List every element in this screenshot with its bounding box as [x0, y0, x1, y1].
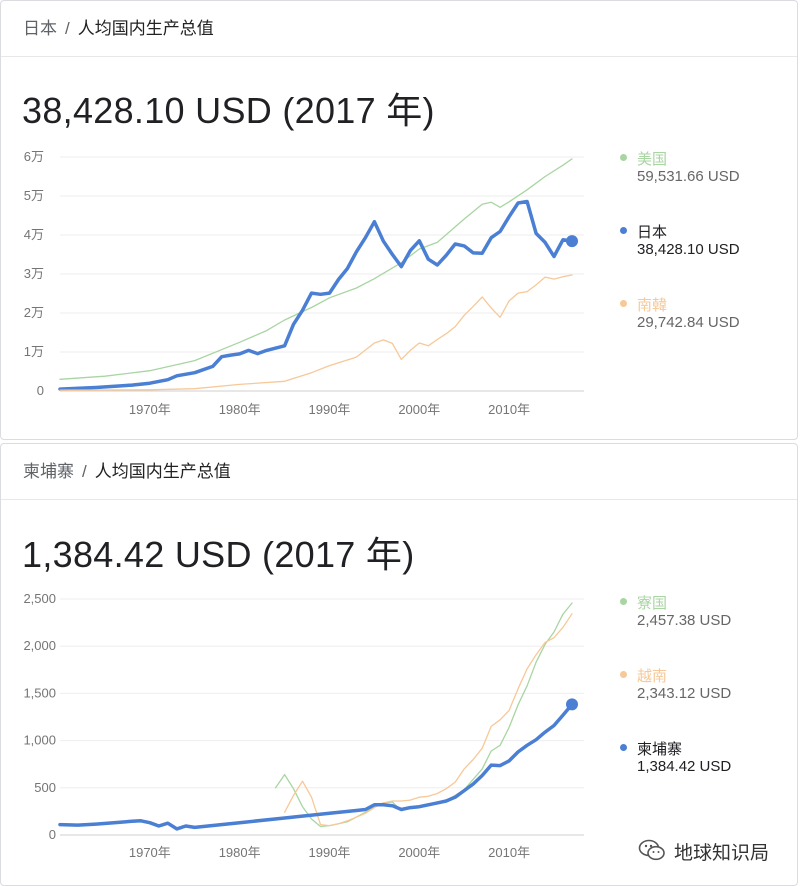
legend-dot-icon — [620, 154, 627, 161]
headline-value: 1,384.42 USD (2017 年) — [22, 534, 415, 575]
x-tick-label: 2000年 — [398, 845, 440, 860]
legend-name: 美国 — [637, 151, 668, 168]
legend-dot-icon — [620, 671, 627, 678]
y-tick-label: 4万 — [24, 227, 44, 242]
legend-value: 59,531.66 USD — [637, 168, 740, 185]
legend-dot-icon — [620, 598, 627, 605]
breadcrumb-separator: / — [65, 19, 70, 38]
breadcrumb-country[interactable]: 柬埔寨 — [23, 462, 74, 481]
legend-dot-icon — [620, 300, 627, 307]
y-tick-label: 500 — [34, 780, 56, 795]
gdp-chart-japan: 0 1万 2万 3万 4万 5万 6万 1970年 1980年 1990年 2000年 2010年 — [24, 149, 584, 417]
series-line-柬埔寨 — [58, 702, 574, 831]
breadcrumb: 柬埔寨 / 人均国内生产总值 — [1, 444, 797, 500]
series-endpoint-日本 — [566, 235, 578, 248]
y-tick-label: 0 — [37, 383, 44, 398]
breadcrumb-indicator: 人均国内生产总值 — [94, 462, 231, 481]
x-tick-label: 1990年 — [309, 402, 351, 417]
x-tick-label: 1970年 — [129, 845, 171, 860]
y-tick-label: 1,000 — [23, 733, 56, 748]
x-tick-label: 1970年 — [129, 402, 171, 417]
legend-dot-icon — [620, 744, 627, 751]
y-tick-label: 3万 — [24, 266, 44, 281]
series-line-日本 — [58, 199, 574, 391]
series-line-越南 — [283, 613, 573, 827]
x-tick-label: 1990年 — [309, 845, 351, 860]
y-tick-label: 5万 — [24, 188, 44, 203]
legend-name: 柬埔寨 — [637, 741, 683, 758]
x-tick-label: 2000年 — [398, 402, 440, 417]
watermark-text: 地球知识局 — [674, 843, 770, 864]
series-line-寮国 — [274, 602, 573, 828]
cambodia-panel: 柬埔寨 / 人均国内生产总值 — [0, 443, 798, 886]
legend-name: 寮国 — [637, 595, 668, 612]
legend-value: 1,384.42 USD — [637, 758, 732, 775]
y-tick-label: 2万 — [24, 305, 44, 320]
breadcrumb-indicator: 人均国内生产总值 — [77, 19, 214, 38]
series-line-南韓 — [59, 274, 573, 391]
x-tick-label: 1980年 — [219, 845, 261, 860]
legend-value: 29,742.84 USD — [637, 314, 740, 331]
x-tick-label: 2010年 — [488, 845, 530, 860]
series-line-美国 — [59, 158, 573, 380]
legend-name: 日本 — [637, 224, 668, 241]
breadcrumb-separator: / — [82, 462, 87, 481]
legend-value: 2,343.12 USD — [637, 685, 732, 702]
breadcrumb: 日本 / 人均国内生产总值 — [1, 1, 797, 57]
legend-value: 2,457.38 USD — [637, 612, 732, 629]
series-endpoint-柬埔寨 — [566, 698, 578, 711]
japan-panel: 日本 / 人均国内生产总值 — [0, 0, 798, 440]
x-tick-label: 2010年 — [488, 402, 530, 417]
legend-dot-icon — [620, 227, 627, 234]
y-tick-label: 1,500 — [23, 685, 56, 700]
x-tick-label: 1980年 — [219, 402, 261, 417]
headline-value: 38,428.10 USD (2017 年) — [22, 90, 435, 131]
legend-name: 越南 — [637, 668, 668, 685]
y-tick-label: 6万 — [24, 149, 44, 164]
y-tick-label: 2,000 — [23, 638, 56, 653]
legend-name: 南韓 — [637, 297, 668, 314]
y-tick-label: 1万 — [24, 344, 44, 359]
legend-value: 38,428.10 USD — [637, 241, 740, 258]
y-tick-label: 2,500 — [23, 591, 56, 606]
y-tick-label: 0 — [49, 827, 56, 842]
breadcrumb-country[interactable]: 日本 — [23, 19, 57, 38]
wechat-icon — [638, 838, 666, 868]
